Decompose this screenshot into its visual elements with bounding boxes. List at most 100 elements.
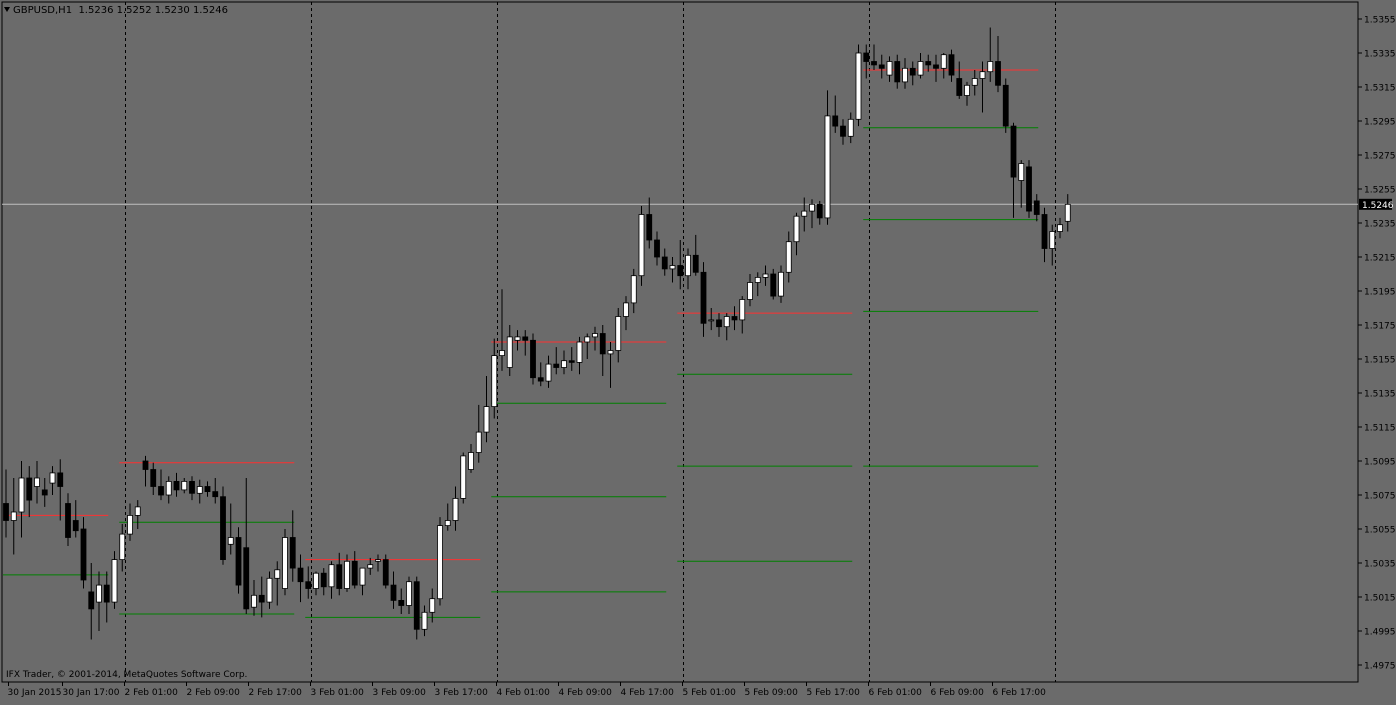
candle-body [615, 316, 622, 351]
candle-body [491, 355, 498, 408]
candle-body [351, 560, 358, 586]
candle-body [96, 584, 102, 603]
candle [96, 571, 102, 631]
candle [971, 70, 978, 96]
candle-body [809, 203, 815, 212]
candle [1002, 78, 1009, 133]
candle [1018, 160, 1025, 208]
candle-body [452, 497, 459, 521]
candle-body [654, 239, 660, 258]
candle-body [948, 54, 955, 76]
candle [359, 567, 366, 596]
candle-body [754, 276, 761, 283]
candle [793, 212, 800, 256]
candle-body [103, 584, 110, 603]
candle-body [57, 472, 64, 487]
candle [274, 561, 281, 606]
candle [367, 557, 374, 575]
candle-body [196, 486, 203, 494]
candle [1057, 217, 1063, 239]
candle-body [669, 265, 676, 270]
candle [592, 326, 598, 351]
candle-body [468, 452, 474, 470]
price-tick-label: 1.5175 [1364, 322, 1396, 332]
candle [1026, 160, 1032, 218]
time-tick-label: 30 Jan 2015 [8, 688, 62, 698]
copyright-text: IFX Trader, © 2001-2014, MetaQuotes Soft… [6, 670, 248, 680]
price-tick-label: 1.4975 [1364, 662, 1396, 672]
day-separators [125, 2, 1056, 682]
candle-body [607, 350, 614, 355]
candle [1049, 224, 1056, 266]
candle-body [623, 302, 629, 317]
plot-area[interactable] [1, 1, 1359, 683]
current-price-label: 1.5246 [1362, 201, 1394, 211]
candle [41, 478, 48, 507]
time-tick-label: 3 Feb 17:00 [435, 688, 489, 698]
candle [607, 342, 614, 388]
candle [840, 119, 846, 145]
candle-body [561, 360, 567, 368]
candle [34, 461, 40, 504]
candle-body [305, 581, 312, 589]
candle-body [871, 61, 877, 66]
candle-body [313, 572, 319, 589]
candle [49, 466, 56, 495]
price-axis: 1.5355 1.5335 1.5315 1.5295 1.5275 1.5255 1.52… [1358, 16, 1396, 672]
candle [537, 362, 544, 387]
candle-body [599, 333, 606, 355]
time-tick-label: 4 Feb 17:00 [621, 688, 675, 698]
candle [65, 493, 71, 546]
candle [282, 529, 288, 596]
candle-body [18, 477, 25, 513]
candle-body [964, 84, 970, 96]
time-tick-label: 2 Feb 17:00 [249, 688, 303, 698]
time-tick-label: 30 Jan 17:00 [63, 688, 120, 698]
candle-body [328, 564, 335, 588]
candle-body [382, 559, 389, 586]
current-price-box [1359, 198, 1392, 210]
candle-body [150, 469, 157, 487]
price-tick-label: 1.5035 [1364, 560, 1396, 570]
candle-body [220, 496, 226, 561]
candle [878, 54, 885, 79]
candle [297, 554, 304, 603]
symbol-name: GBPUSD,H1 [13, 5, 73, 16]
dropdown-arrow-icon[interactable] [4, 7, 10, 12]
candle [762, 265, 769, 286]
candle-body [88, 591, 95, 610]
candle-body [514, 336, 521, 341]
time-tick-label: 5 Feb 09:00 [745, 688, 799, 698]
price-tick-label: 1.5015 [1364, 594, 1396, 604]
candle-body [1002, 84, 1009, 127]
candle [444, 503, 451, 531]
time-tick-label: 4 Feb 09:00 [559, 688, 613, 698]
candle [506, 325, 513, 376]
candle-body [762, 273, 769, 278]
candle-body [390, 584, 397, 601]
candle [894, 54, 901, 89]
candle [809, 199, 815, 229]
candle-body [367, 564, 374, 569]
candle-body [592, 333, 598, 338]
price-tick-label: 1.5355 [1364, 16, 1396, 26]
candle [173, 472, 180, 497]
candle-body [700, 271, 707, 324]
candle-body [1033, 200, 1040, 215]
candle [150, 462, 157, 495]
candle [754, 272, 761, 297]
candle [576, 336, 583, 375]
candle-body [65, 503, 71, 538]
candle [57, 459, 64, 521]
candle [289, 510, 296, 582]
candle [336, 552, 343, 596]
price-tick-label: 1.4995 [1364, 628, 1396, 638]
candle-body [1010, 125, 1017, 178]
candle [196, 479, 203, 504]
candle [871, 44, 877, 70]
candle-body [909, 67, 916, 76]
candle-body [127, 515, 133, 535]
candle [375, 554, 381, 572]
